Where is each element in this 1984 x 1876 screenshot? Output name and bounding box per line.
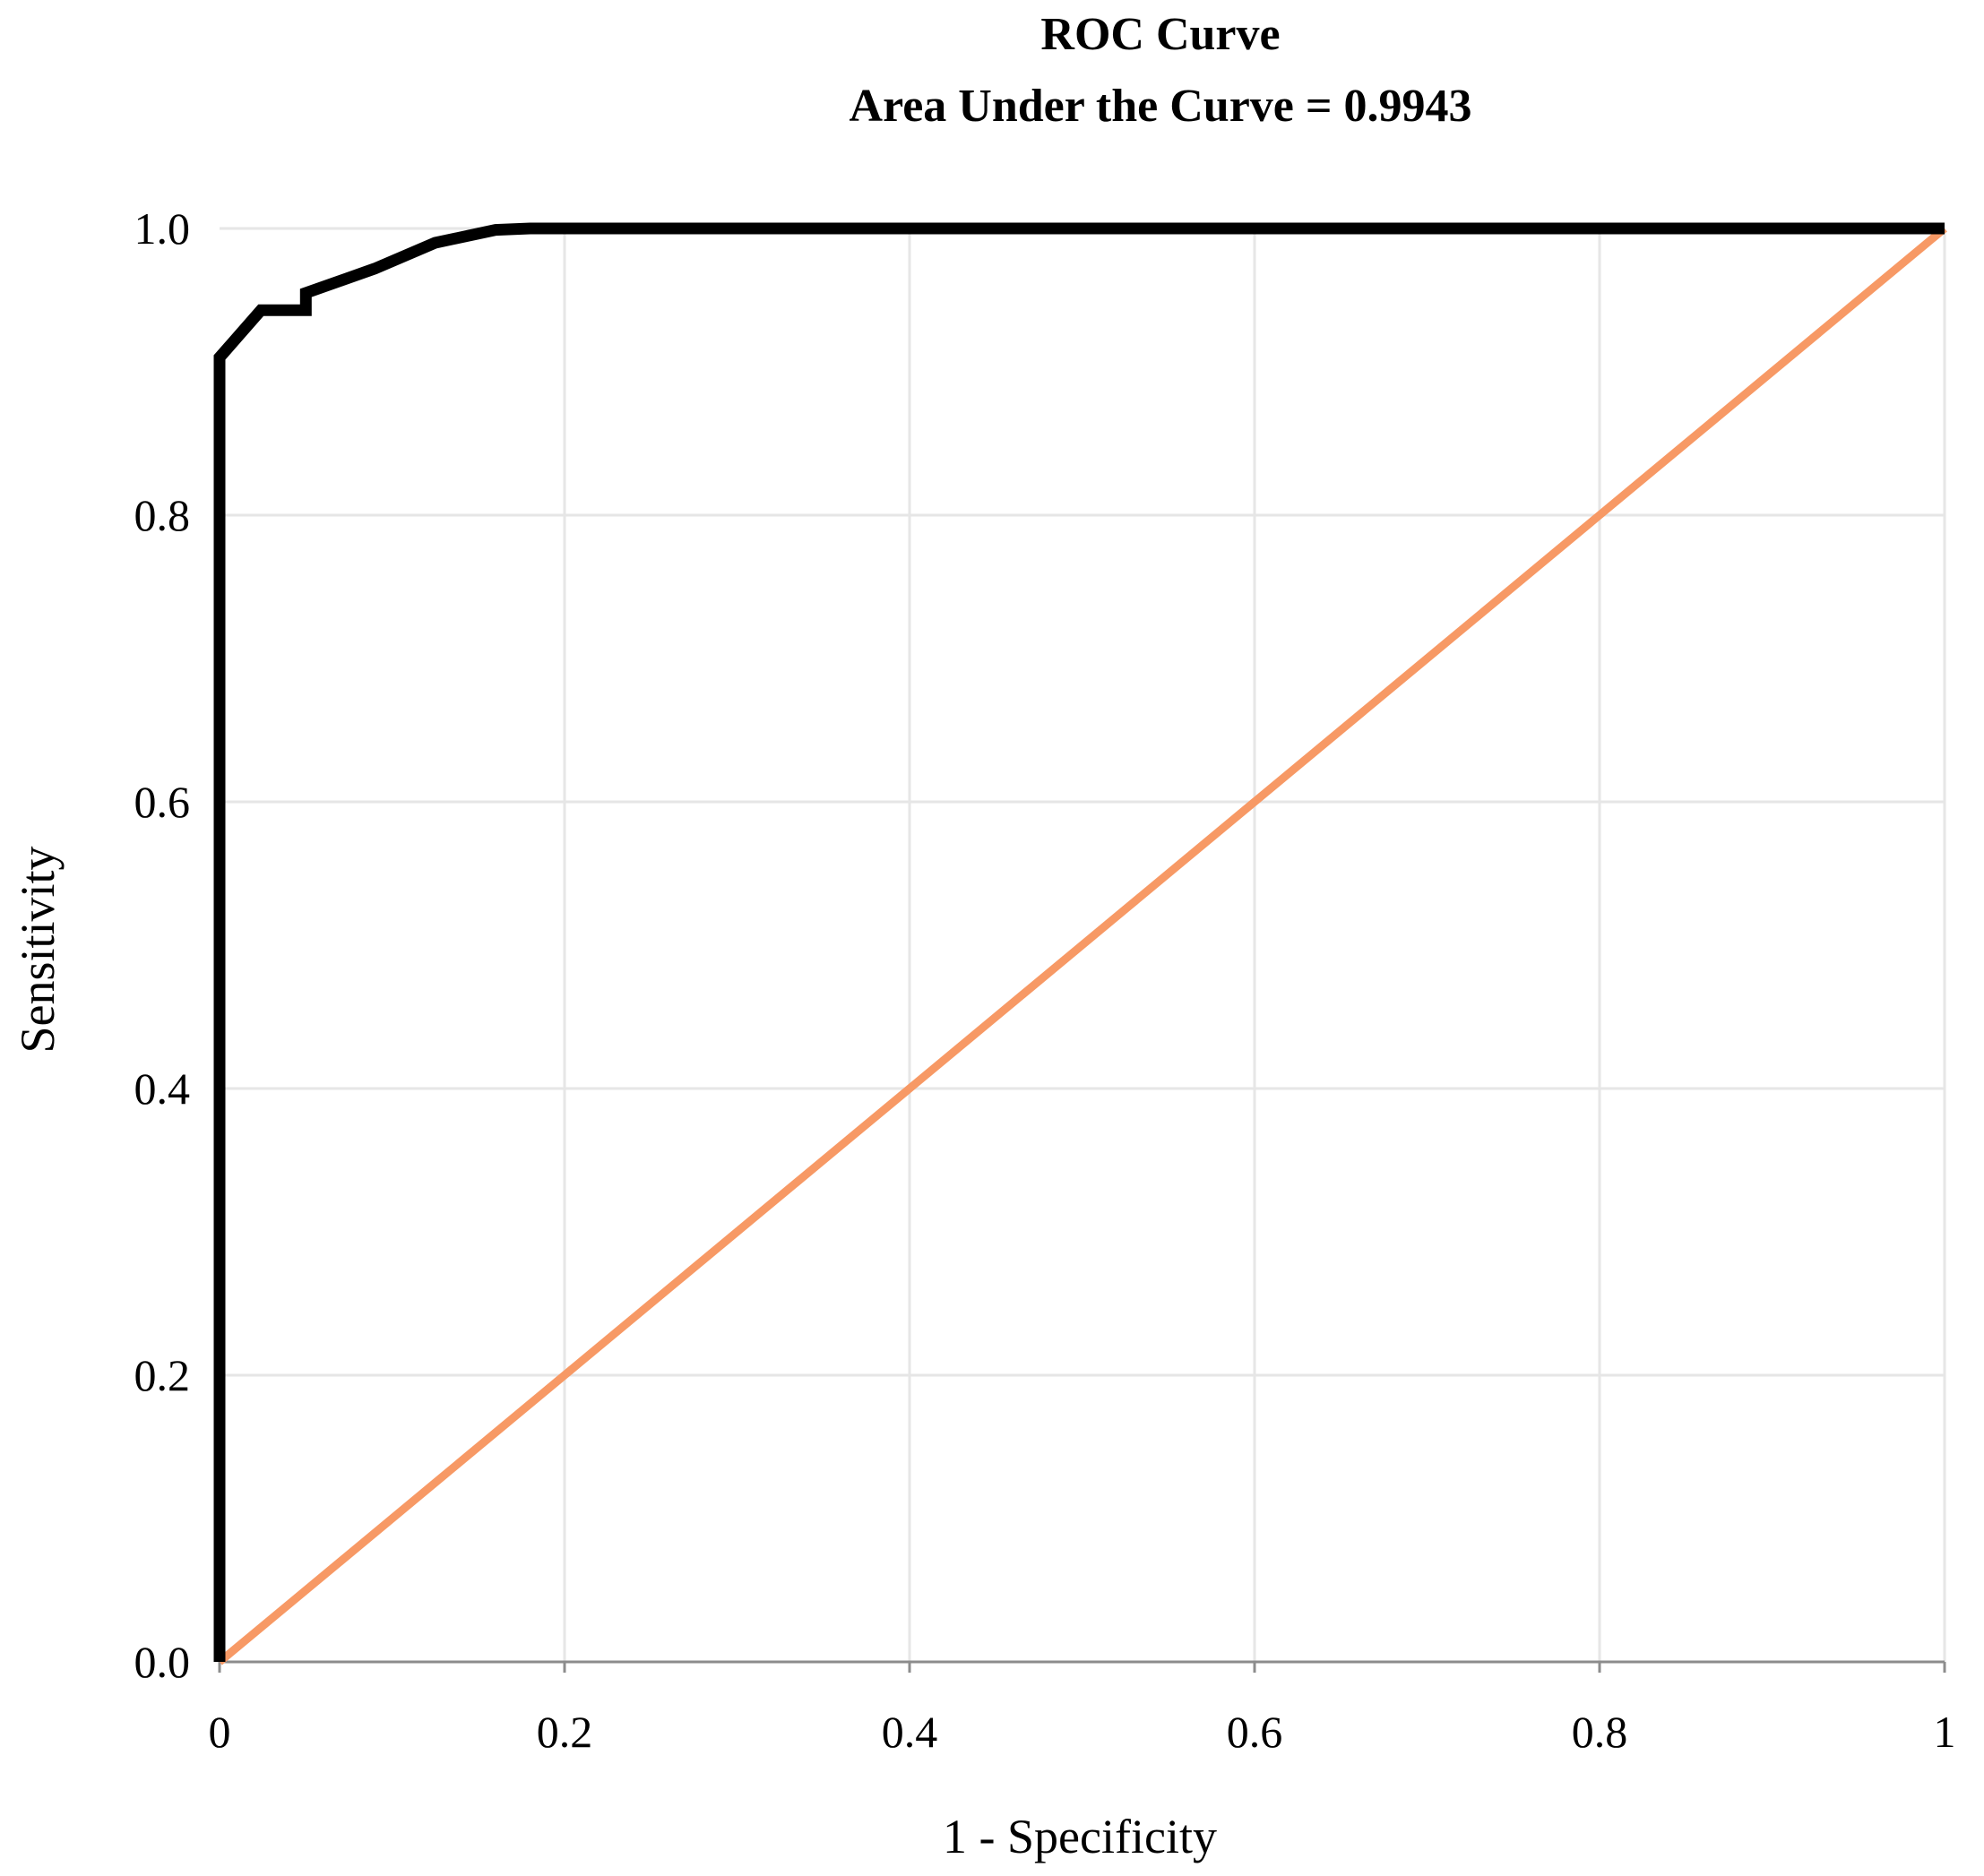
- axes: [218, 1660, 1946, 1673]
- reference-diagonal-line: [217, 225, 1947, 1665]
- y-tick-label: 1.0: [134, 203, 191, 254]
- series-layer: [213, 222, 1947, 1665]
- x-tick-label: 0.4: [882, 1707, 938, 1757]
- x-tick-label: 0.6: [1227, 1707, 1283, 1757]
- y-axis-label: Sensitivity: [11, 846, 65, 1053]
- x-tick-label: 0.2: [537, 1707, 593, 1757]
- y-tick-label: 0.4: [134, 1063, 191, 1114]
- tick-labels: 0.0 0.2 0.4 0.6 0.8 1.0 0 0.2 0.4 0.6 0.8 1: [134, 203, 1956, 1757]
- roc-curve-line: [213, 222, 1945, 1662]
- y-tick-label: 0.0: [134, 1637, 191, 1687]
- y-tick-label: 0.6: [134, 777, 191, 827]
- x-tick-label: 1: [1934, 1707, 1956, 1757]
- x-tick-label: 0.8: [1572, 1707, 1628, 1757]
- x-tick-label: 0: [209, 1707, 231, 1757]
- y-tick-label: 0.2: [134, 1350, 191, 1400]
- y-tick-label: 0.8: [134, 490, 191, 540]
- chart-title: ROC Curve: [1040, 9, 1280, 60]
- x-axis-label: 1 - Specificity: [943, 1810, 1217, 1863]
- chart-subtitle: Area Under the Curve = 0.9943: [850, 81, 1472, 132]
